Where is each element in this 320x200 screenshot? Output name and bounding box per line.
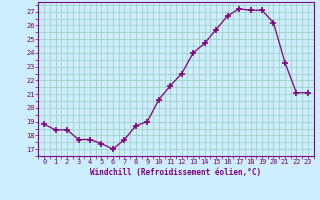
X-axis label: Windchill (Refroidissement éolien,°C): Windchill (Refroidissement éolien,°C) bbox=[91, 168, 261, 177]
